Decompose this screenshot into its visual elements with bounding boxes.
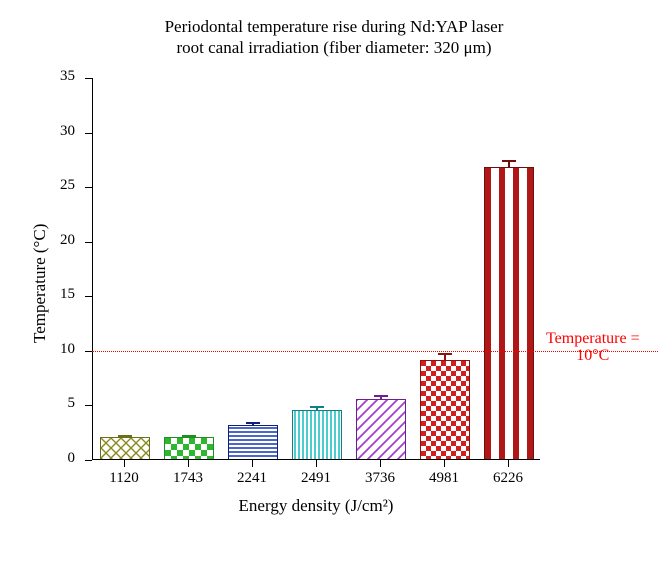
bar bbox=[420, 360, 470, 459]
reference-label-line1: Temperature = bbox=[546, 330, 640, 347]
bar bbox=[228, 425, 278, 459]
x-tick-label: 4981 bbox=[429, 470, 459, 487]
y-tick-label: 10 bbox=[41, 341, 75, 358]
bars-layer bbox=[93, 78, 540, 459]
reference-label-line2: 10°C bbox=[576, 347, 609, 364]
x-tick-label: 1120 bbox=[109, 470, 138, 487]
y-tick-label: 30 bbox=[41, 123, 75, 140]
temperature-bar-chart: Periodontal temperature rise during Nd:Y… bbox=[0, 0, 668, 568]
x-tick-label: 2241 bbox=[237, 470, 267, 487]
x-axis-label: Energy density (J/cm²) bbox=[92, 496, 540, 516]
x-tick-label: 2491 bbox=[301, 470, 331, 487]
y-tick-label: 5 bbox=[41, 395, 75, 412]
y-tick: 15 bbox=[85, 296, 92, 297]
x-tick-label: 6226 bbox=[493, 470, 523, 487]
bar bbox=[100, 437, 150, 459]
chart-title-line2: root canal irradiation (fiber diameter: … bbox=[0, 37, 668, 58]
bar bbox=[484, 167, 534, 460]
y-tick: 30 bbox=[85, 133, 92, 134]
chart-title-line1: Periodontal temperature rise during Nd:Y… bbox=[0, 16, 668, 37]
y-tick: 25 bbox=[85, 187, 92, 188]
y-tick: 20 bbox=[85, 242, 92, 243]
plot-area bbox=[92, 78, 540, 460]
y-tick: 0 bbox=[85, 460, 92, 461]
y-tick: 5 bbox=[85, 405, 92, 406]
y-tick-label: 0 bbox=[41, 450, 75, 467]
x-tick-label: 3736 bbox=[365, 470, 395, 487]
y-axis-label: Temperature (°C) bbox=[30, 224, 50, 343]
x-tick-label: 1743 bbox=[173, 470, 203, 487]
chart-title: Periodontal temperature rise during Nd:Y… bbox=[0, 16, 668, 59]
bar bbox=[356, 399, 406, 459]
bar bbox=[164, 437, 214, 459]
reference-label: Temperature = 10°C bbox=[546, 331, 640, 365]
bar bbox=[292, 410, 342, 459]
y-tick-label: 25 bbox=[41, 177, 75, 194]
y-tick: 10 bbox=[85, 351, 92, 352]
y-tick-label: 35 bbox=[41, 68, 75, 85]
y-tick: 35 bbox=[85, 78, 92, 79]
